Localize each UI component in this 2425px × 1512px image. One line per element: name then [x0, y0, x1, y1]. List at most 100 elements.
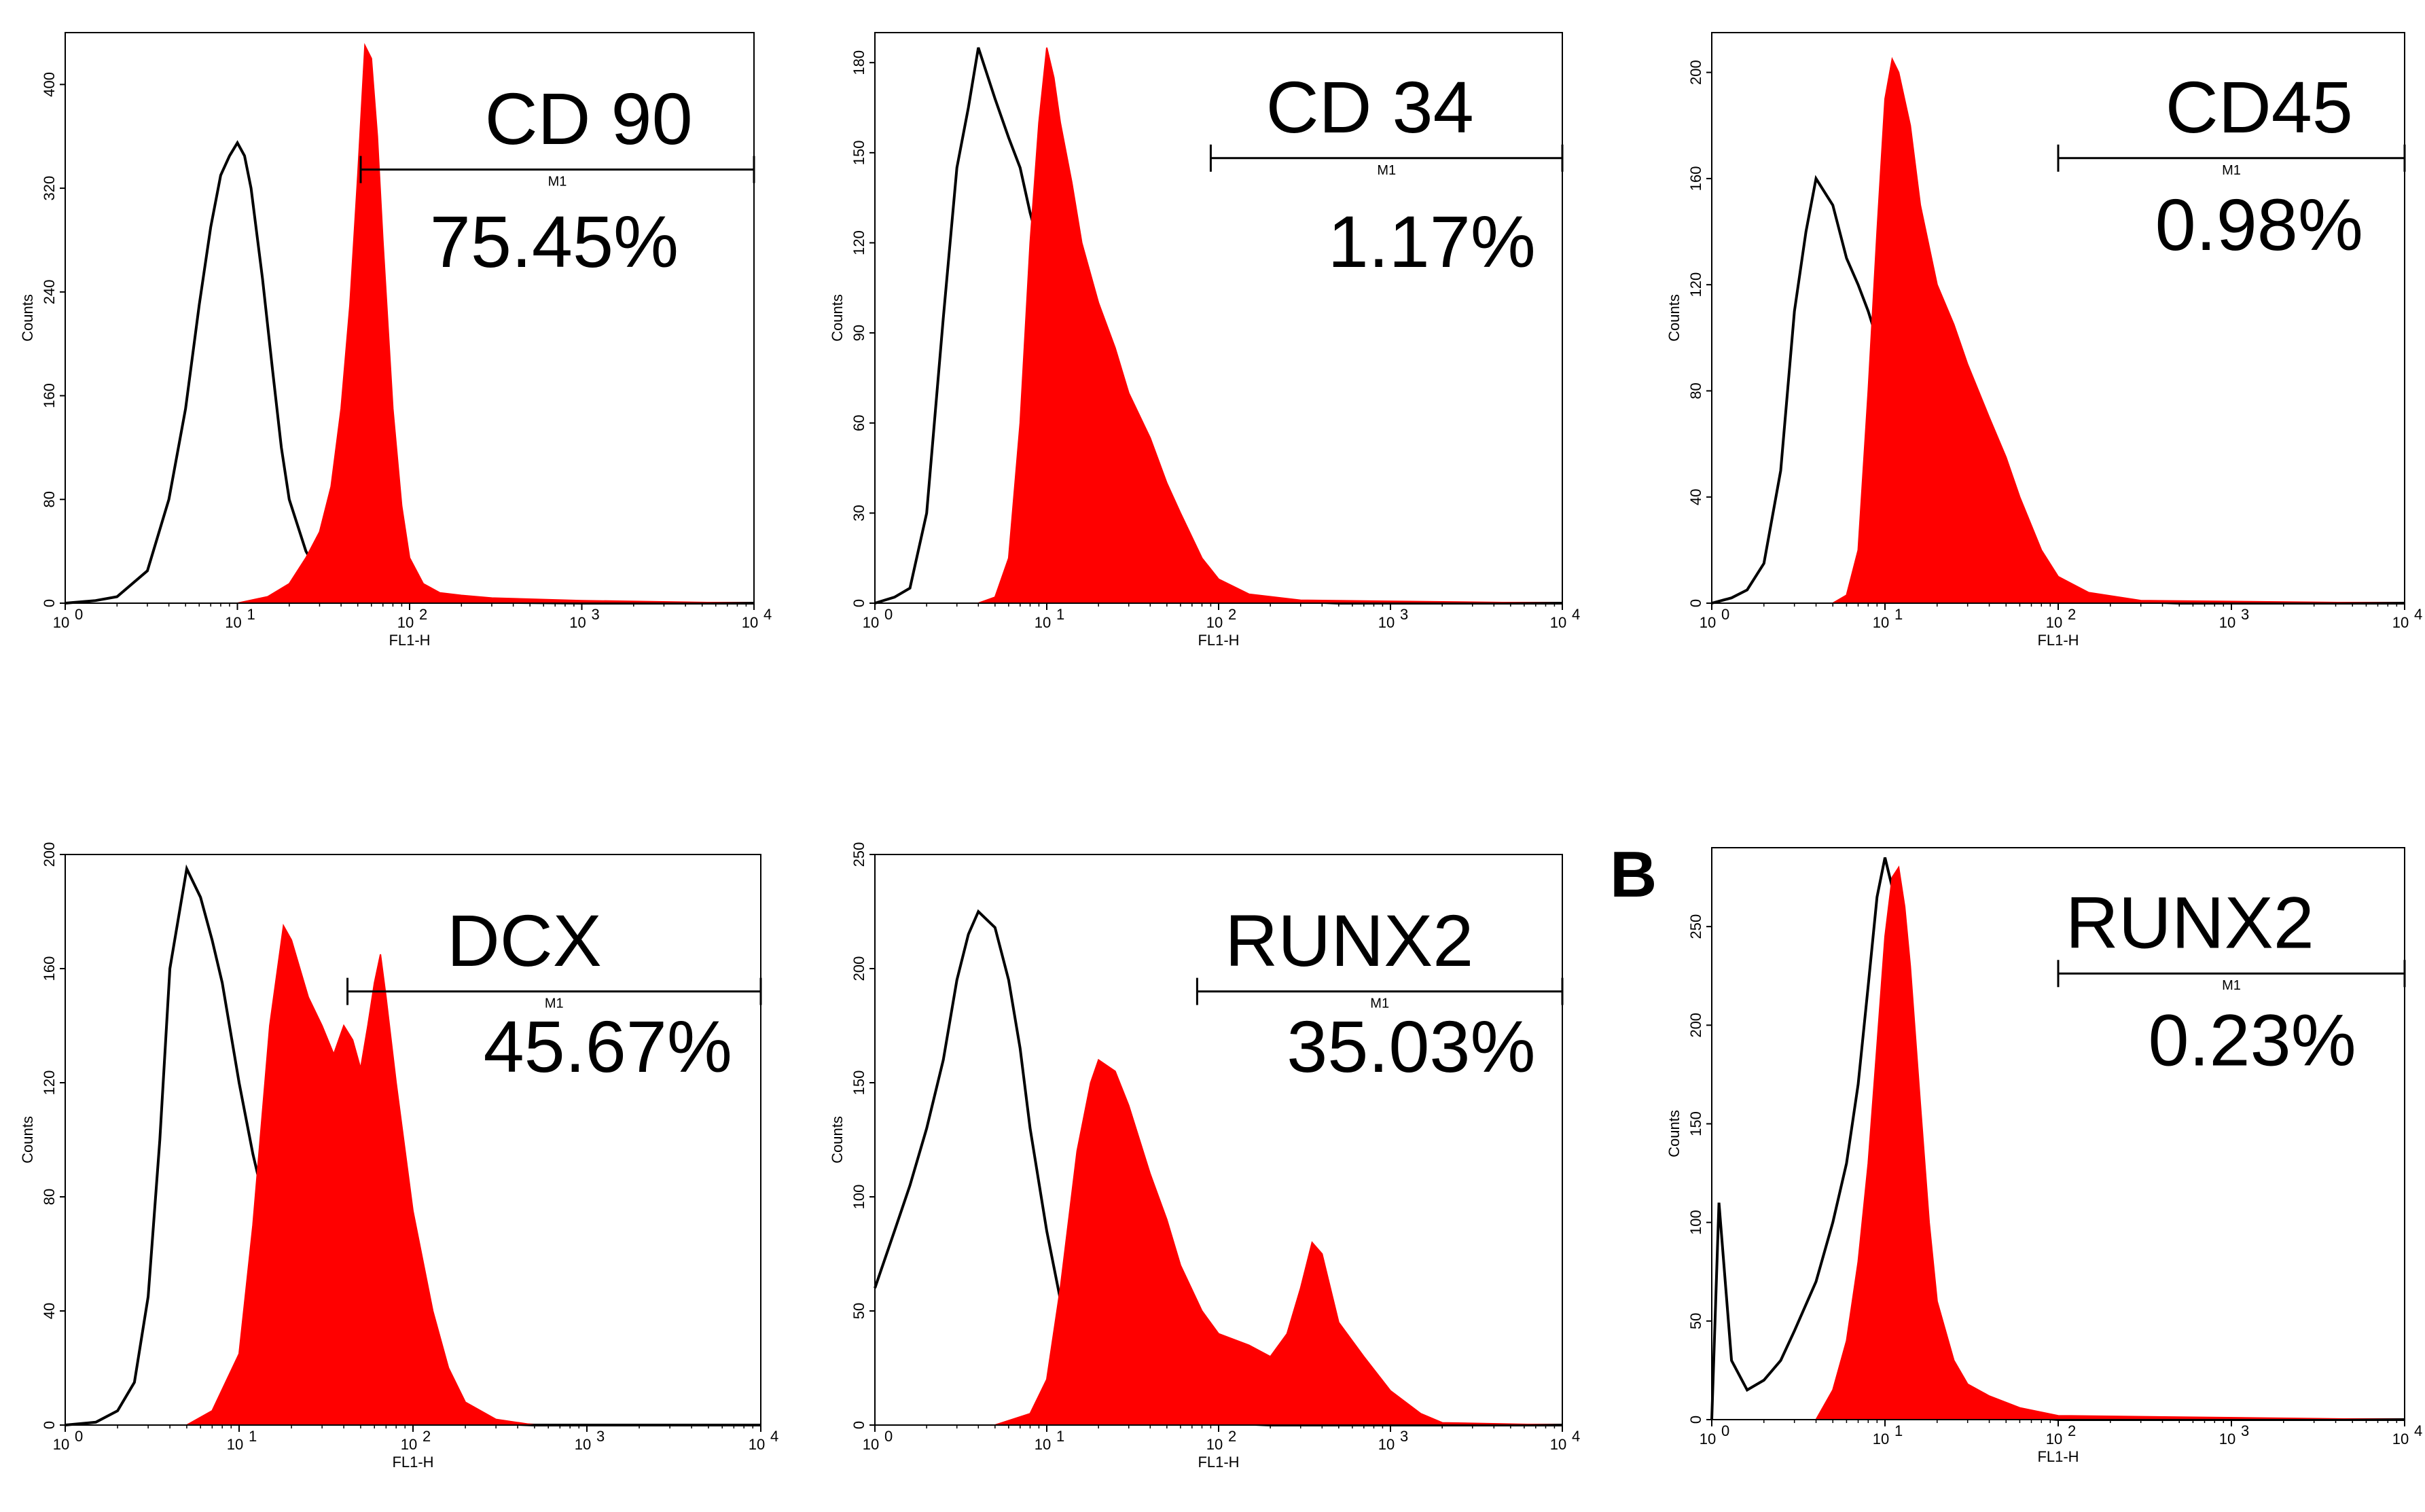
y-axis-label: Counts	[19, 1116, 36, 1164]
y-tick-label: 100	[1687, 1210, 1704, 1235]
y-tick-label: 80	[1687, 382, 1704, 399]
y-axis-label: Counts	[1666, 1110, 1683, 1157]
x-tick-label: 10	[1550, 614, 1566, 631]
y-tick-label: 150	[1687, 1111, 1704, 1136]
x-tick-exponent: 3	[592, 606, 600, 623]
marker-name: CD 34	[1266, 66, 1474, 148]
x-tick-exponent: 1	[1894, 1422, 1903, 1439]
y-tick-label: 160	[41, 383, 58, 408]
x-tick-exponent: 0	[75, 606, 83, 623]
histogram-panel-2: 0 30 60 90 120 150 180 Counts 10 0 10 1 10 2 10 3 10 4 FL1…	[829, 32, 1580, 649]
y-tick-label: 200	[41, 842, 58, 867]
stained-histogram	[65, 923, 761, 1426]
x-axis-label: FL1-H	[1198, 1454, 1239, 1471]
x-tick-exponent: 4	[2414, 606, 2422, 623]
positive-percentage: 0.98%	[2155, 183, 2363, 266]
y-axis-label: Counts	[19, 294, 36, 342]
y-tick-label: 250	[850, 842, 867, 867]
y-tick-label: 150	[850, 140, 867, 165]
positive-percentage: 0.23%	[2148, 999, 2356, 1081]
x-tick-label: 10	[742, 614, 758, 631]
x-tick-exponent: 2	[2068, 1422, 2076, 1439]
y-tick-label: 120	[1687, 272, 1704, 298]
x-tick-label: 10	[1550, 1436, 1566, 1453]
y-tick-label: 50	[850, 1303, 867, 1319]
x-tick-label: 10	[2046, 1430, 2062, 1447]
y-tick-label: 160	[1687, 166, 1704, 192]
x-tick-exponent: 1	[1894, 606, 1903, 623]
marker-name: DCX	[447, 899, 602, 982]
y-tick-label: 160	[41, 956, 58, 982]
x-tick-label: 10	[1035, 1436, 1051, 1453]
gate-label: M1	[1370, 996, 1389, 1011]
y-tick-label: 0	[41, 1421, 58, 1429]
panel-letter: B	[1610, 838, 1657, 911]
x-tick-label: 10	[1206, 1436, 1223, 1453]
x-tick-label: 10	[2046, 614, 2062, 631]
x-axis-label: FL1-H	[1198, 632, 1239, 649]
gate-label: M1	[545, 996, 564, 1011]
histogram-panel-1: 0 80 160 240 320 400 Counts 10 0 10 1 10 2 10 3 10 4 FL1-…	[19, 32, 772, 649]
marker-name: CD 90	[485, 77, 693, 160]
y-tick-label: 150	[850, 1070, 867, 1096]
y-tick-label: 180	[850, 50, 867, 75]
y-tick-label: 80	[41, 491, 58, 507]
y-tick-label: 0	[41, 599, 58, 607]
x-tick-label: 10	[1378, 1436, 1395, 1453]
x-tick-exponent: 4	[764, 606, 772, 623]
x-tick-exponent: 4	[770, 1428, 778, 1445]
y-tick-label: 90	[850, 325, 867, 341]
x-tick-label: 10	[53, 1436, 69, 1453]
y-tick-label: 40	[41, 1303, 58, 1319]
histogram-panel-3: 0 40 80 120 160 200 Counts 10 0 10 1 10 2 10 3 10 4 FL1-H…	[1666, 32, 2422, 649]
x-axis-label: FL1-H	[2037, 632, 2079, 649]
x-tick-exponent: 1	[249, 1428, 257, 1445]
histogram-panel-4: 0 40 80 120 160 200 Counts 10 0 10 1 10 2 10 3 10 4 FL1-H…	[19, 842, 778, 1471]
x-tick-exponent: 3	[2241, 606, 2249, 623]
x-tick-exponent: 3	[1400, 1428, 1408, 1445]
x-tick-label: 10	[2219, 614, 2235, 631]
marker-name: RUNX2	[2066, 881, 2314, 963]
y-tick-label: 250	[1687, 914, 1704, 939]
x-tick-label: 10	[53, 614, 69, 631]
y-tick-label: 120	[850, 230, 867, 255]
stained-histogram	[65, 43, 755, 604]
marker-name: CD45	[2166, 66, 2353, 148]
x-axis-label: FL1-H	[389, 632, 430, 649]
x-tick-exponent: 0	[75, 1428, 83, 1445]
y-axis-label: Counts	[829, 1116, 846, 1164]
y-tick-label: 40	[1687, 488, 1704, 505]
y-axis-label: Counts	[829, 294, 846, 342]
positive-percentage: 35.03%	[1287, 1005, 1535, 1087]
gate-label: M1	[1377, 163, 1396, 178]
x-tick-exponent: 2	[419, 606, 427, 623]
x-tick-exponent: 0	[884, 1428, 893, 1445]
x-tick-label: 10	[401, 1436, 417, 1453]
x-tick-exponent: 2	[1228, 1428, 1236, 1445]
x-tick-label: 10	[575, 1436, 591, 1453]
x-axis-label: FL1-H	[392, 1454, 433, 1471]
x-axis-label: FL1-H	[2037, 1448, 2079, 1465]
x-tick-label: 10	[2392, 614, 2409, 631]
y-tick-label: 60	[850, 414, 867, 431]
x-tick-exponent: 0	[1721, 606, 1729, 623]
y-tick-label: 0	[1687, 599, 1704, 607]
x-tick-exponent: 1	[1056, 1428, 1064, 1445]
y-tick-label: 320	[41, 176, 58, 201]
marker-name: RUNX2	[1225, 899, 1473, 982]
x-tick-label: 10	[1206, 614, 1223, 631]
stained-histogram	[875, 47, 1563, 604]
x-tick-label: 10	[863, 1436, 879, 1453]
y-axis-label: Counts	[1666, 294, 1683, 342]
x-tick-label: 10	[1378, 614, 1395, 631]
x-tick-label: 10	[2392, 1430, 2409, 1447]
x-tick-exponent: 0	[884, 606, 893, 623]
x-tick-exponent: 4	[1572, 606, 1580, 623]
x-tick-label: 10	[1700, 614, 1716, 631]
y-tick-label: 0	[1687, 1416, 1704, 1424]
positive-percentage: 1.17%	[1328, 200, 1536, 283]
x-tick-exponent: 1	[1056, 606, 1064, 623]
y-tick-label: 30	[850, 505, 867, 521]
